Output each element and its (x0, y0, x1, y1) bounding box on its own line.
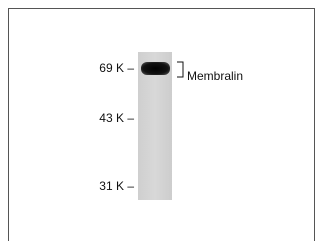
page: Membralin 69 K – 43 K – 31 K – (() => { … (0, 0, 325, 241)
band-bracket (177, 62, 183, 77)
protein-band (141, 62, 170, 75)
band-label: Membralin (187, 69, 243, 83)
blot-figure: Membralin 69 K – 43 K – 31 K – (0, 0, 325, 241)
marker-label: 43 K – (99, 111, 134, 125)
marker-label: 69 K – (99, 61, 134, 75)
marker-label: 31 K – (99, 179, 134, 193)
